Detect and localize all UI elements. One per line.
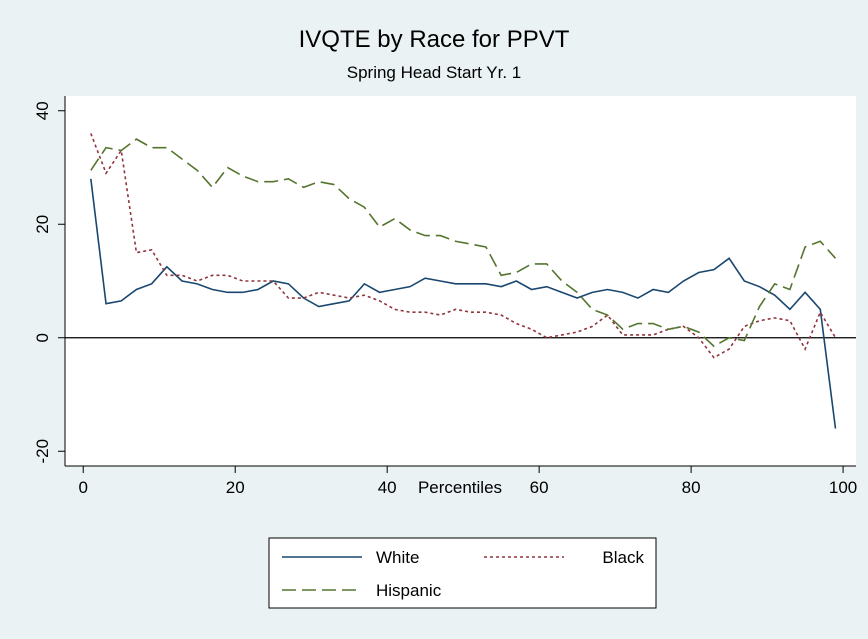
x-axis-label: Percentiles — [418, 478, 502, 497]
x-tick-label: 0 — [79, 478, 88, 497]
legend-label: White — [376, 548, 419, 567]
legend-label: Hispanic — [376, 581, 442, 600]
plot-area — [65, 96, 856, 466]
x-tick-label: 20 — [226, 478, 245, 497]
y-tick-label: 0 — [33, 333, 52, 342]
chart-title: IVQTE by Race for PPVT — [299, 26, 570, 53]
series-line — [90, 138, 837, 348]
y-tick-label: -20 — [33, 439, 52, 464]
x-tick-label: 80 — [682, 478, 701, 497]
series-line — [90, 178, 837, 429]
chart-subtitle: Spring Head Start Yr. 1 — [347, 63, 522, 82]
x-tick-label: 40 — [378, 478, 397, 497]
y-tick-label: 20 — [33, 215, 52, 234]
legend — [268, 537, 657, 609]
y-tick-label: 40 — [33, 101, 52, 120]
x-tick-label: 100 — [829, 478, 857, 497]
x-tick-label: 60 — [530, 478, 549, 497]
legend-label: Black — [602, 548, 644, 567]
